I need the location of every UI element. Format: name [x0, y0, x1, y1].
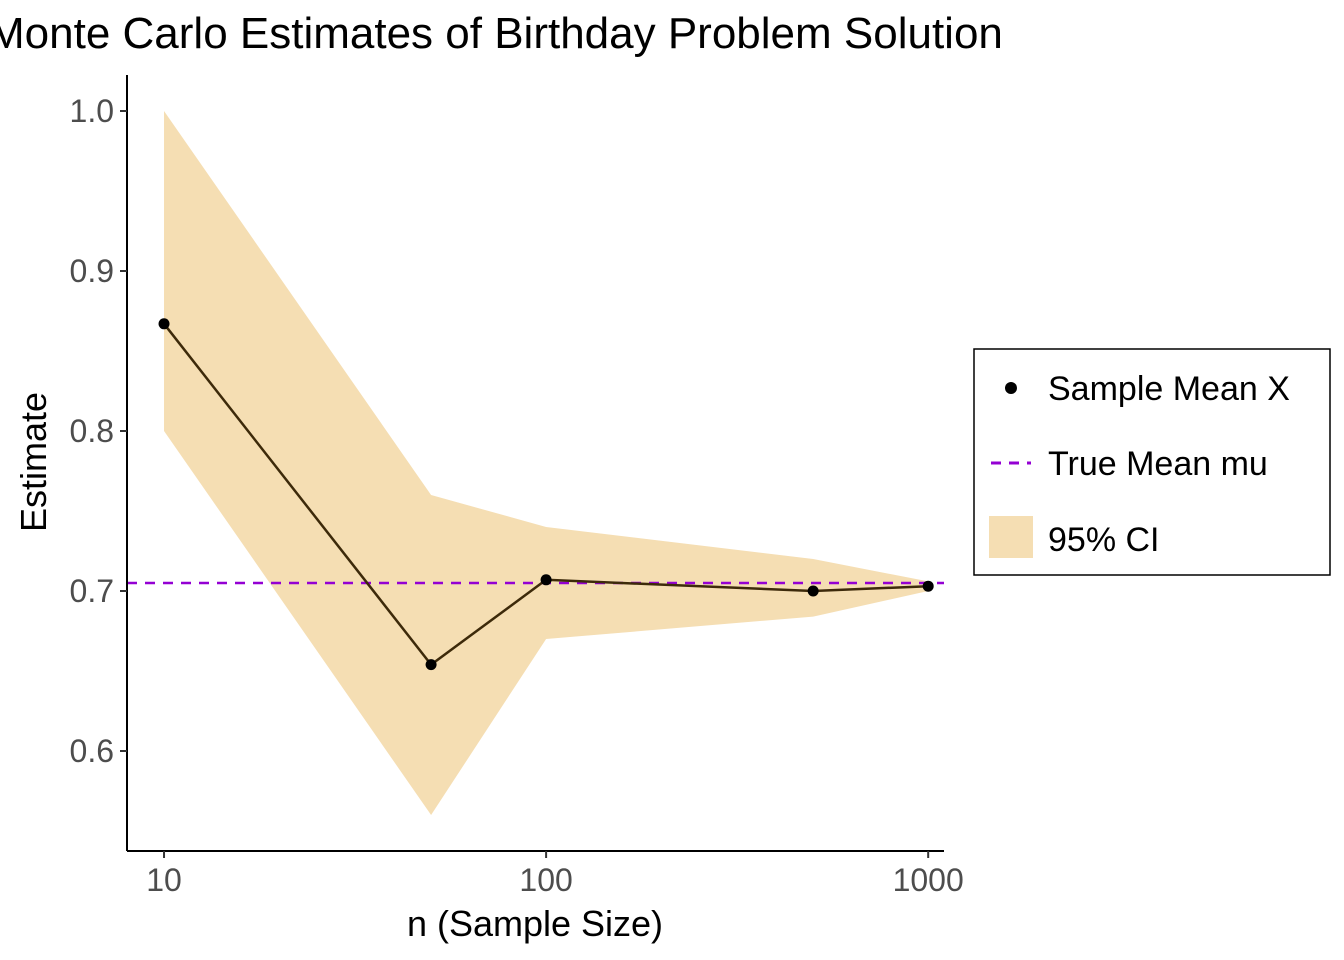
x-axis-title: n (Sample Size)	[407, 903, 663, 944]
x-tick-label: 100	[519, 862, 572, 898]
y-tick-label: 0.7	[70, 573, 114, 609]
data-point	[807, 585, 819, 597]
legend-fill-icon	[989, 516, 1033, 558]
legend-label-sample-mean: Sample Mean X	[1048, 370, 1290, 408]
plot-area	[127, 111, 944, 815]
data-point	[922, 580, 934, 592]
legend-label-ci: 95% CI	[1048, 521, 1160, 559]
y-tick-label: 0.9	[70, 253, 114, 289]
x-tick-label: 10	[146, 862, 182, 898]
data-point	[158, 318, 170, 330]
legend-point-icon	[1005, 382, 1017, 394]
data-point	[425, 659, 437, 671]
legend: Sample Mean X True Mean mu 95% CI	[973, 348, 1331, 576]
axes: 0.6 0.7 0.8 0.9 1.0 10 100 1000	[70, 75, 964, 898]
y-tick-label: 0.8	[70, 413, 114, 449]
chart-title: Monte Carlo Estimates of Birthday Proble…	[0, 9, 1003, 58]
legend-label-true-mean: True Mean mu	[1048, 445, 1268, 483]
y-axis-title: Estimate	[13, 392, 54, 532]
x-tick-label: 1000	[893, 862, 964, 898]
data-point	[540, 574, 552, 586]
ci-ribbon	[164, 111, 929, 815]
y-tick-label: 1.0	[70, 93, 114, 129]
y-tick-label: 0.6	[70, 733, 114, 769]
legend-box	[973, 348, 1331, 576]
